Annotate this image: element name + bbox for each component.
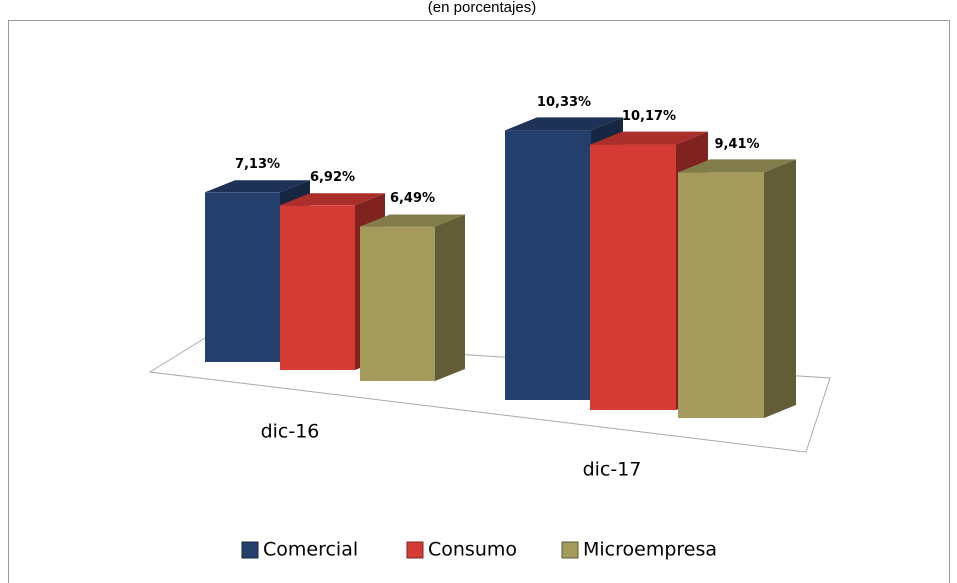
legend-swatch bbox=[406, 541, 424, 559]
bar bbox=[280, 205, 355, 370]
legend-swatch bbox=[241, 541, 259, 559]
bar-top bbox=[590, 131, 708, 145]
data-label: 10,17% bbox=[622, 109, 676, 124]
bar-side bbox=[435, 214, 465, 381]
bar-top bbox=[205, 180, 310, 193]
bar bbox=[205, 192, 280, 362]
legend-label: Consumo bbox=[428, 539, 517, 561]
x-tick-label: dic-17 bbox=[583, 459, 642, 481]
bar-top bbox=[678, 159, 796, 173]
legend-label: Microempresa bbox=[583, 539, 717, 561]
bar-top bbox=[505, 117, 623, 131]
data-label: 9,41% bbox=[714, 137, 759, 152]
bar-top bbox=[280, 193, 385, 206]
bar-side bbox=[764, 159, 796, 419]
legend-label: Comercial bbox=[263, 539, 358, 561]
data-label: 7,13% bbox=[235, 157, 280, 172]
chart-subtitle: (en porcentajes) bbox=[428, 0, 536, 16]
data-label: 6,49% bbox=[390, 191, 435, 206]
bar bbox=[678, 172, 764, 418]
x-tick-label: dic-16 bbox=[261, 421, 320, 443]
data-label: 10,33% bbox=[537, 95, 591, 110]
bar bbox=[505, 130, 591, 400]
chart-border bbox=[8, 20, 950, 583]
data-label: 6,92% bbox=[310, 170, 355, 185]
legend-swatch bbox=[561, 541, 579, 559]
bar bbox=[360, 226, 435, 381]
bar bbox=[590, 144, 676, 411]
bar-top bbox=[360, 214, 465, 227]
